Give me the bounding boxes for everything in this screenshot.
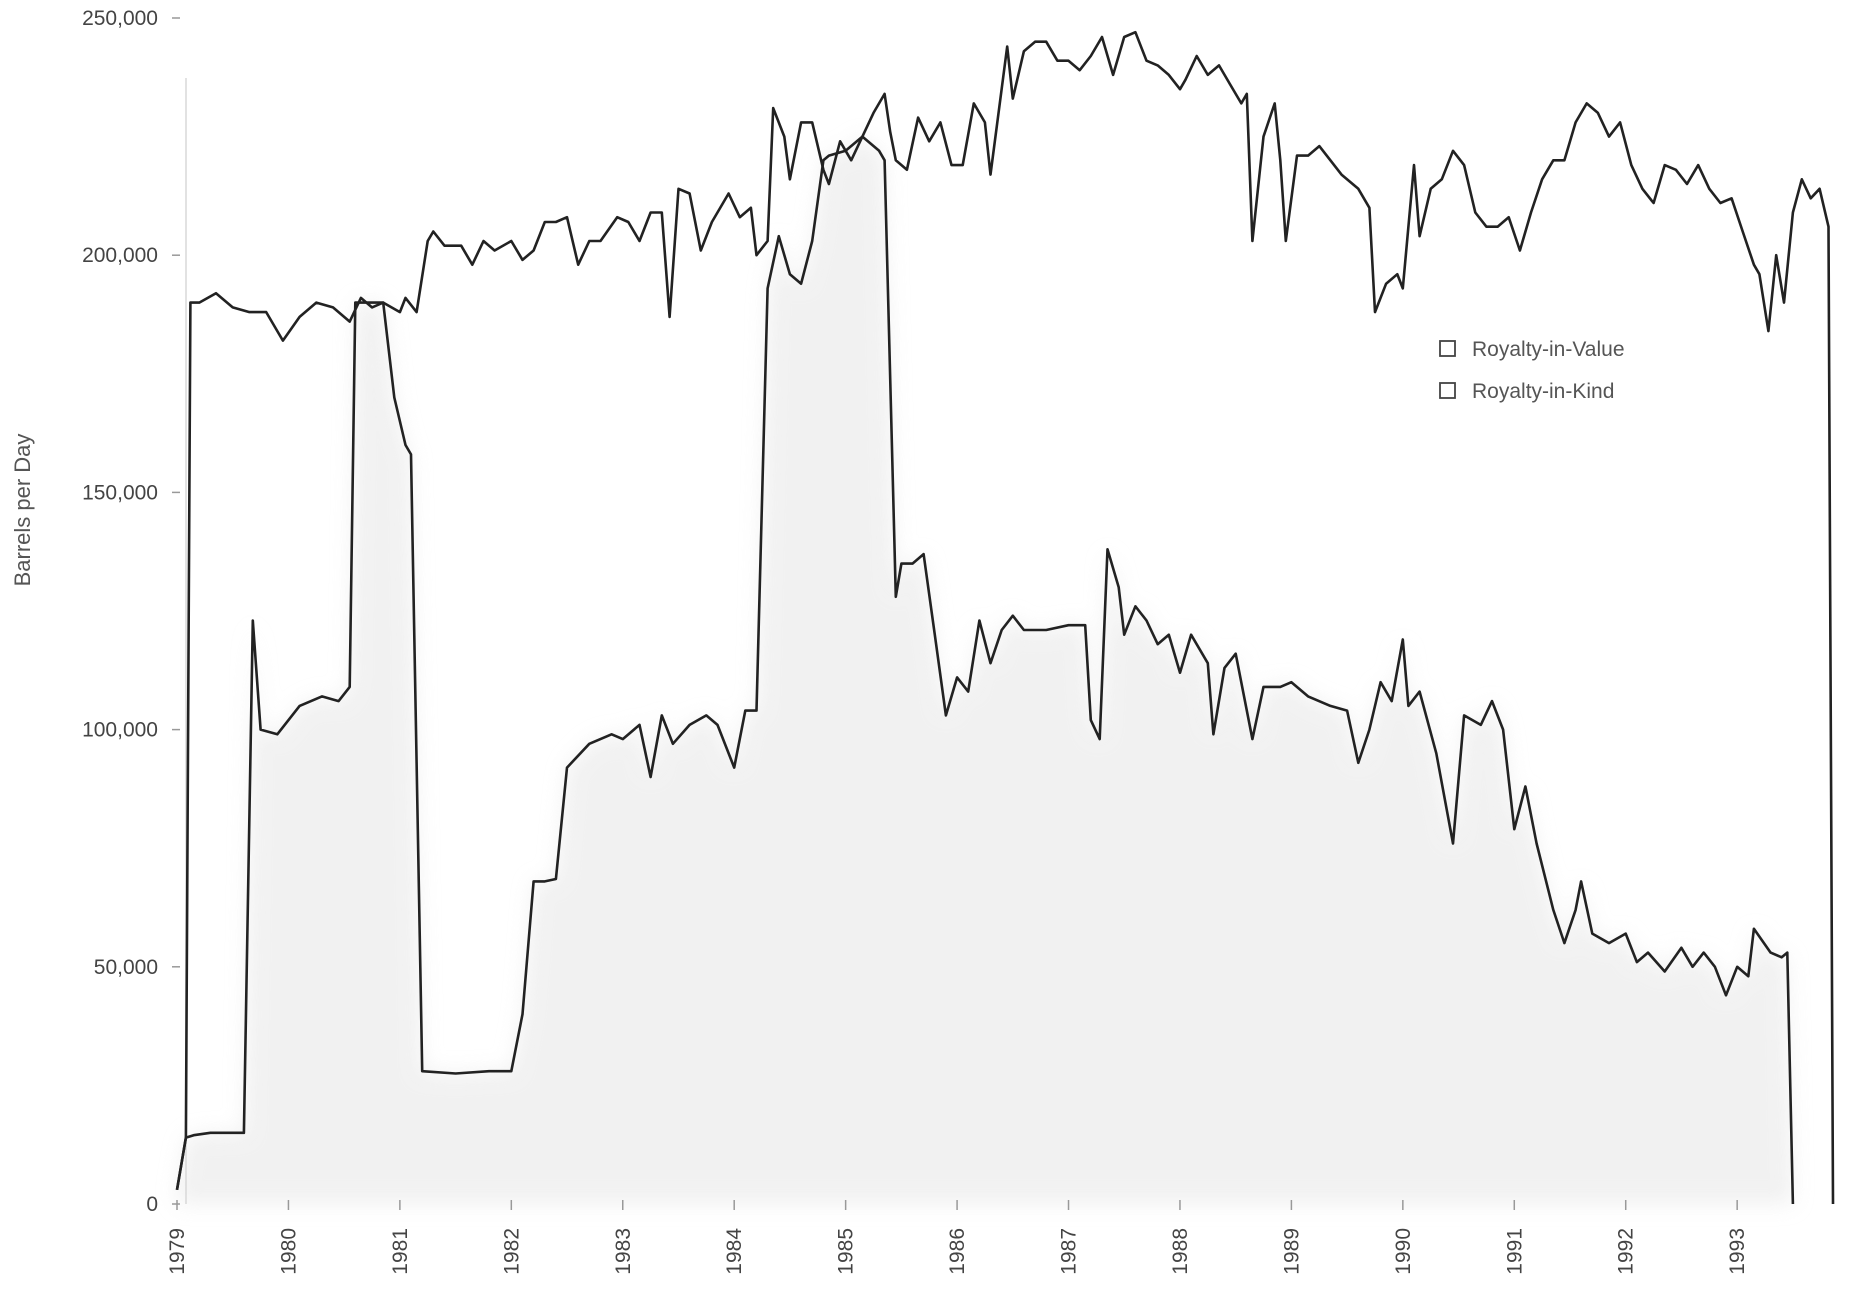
x-tick-label: 1983 [612,1228,635,1275]
x-tick-label: 1980 [277,1228,300,1275]
royalty-in-kind-legend-swatch [1439,382,1456,399]
y-tick-label: 200,000 [82,244,158,267]
x-tick-label: 1990 [1392,1228,1415,1275]
series-layer [175,30,1835,1205]
y-axis-title: Barrels per Day [10,434,35,587]
royalty-in-value-line [175,135,1795,1205]
x-tick-label: 1979 [166,1228,189,1275]
x-tick-label: 1986 [946,1228,969,1275]
y-axis: 0 50,000 100,000 150,000 200,000 250,000 [82,7,187,1216]
x-tick-label: 1987 [1058,1228,1081,1275]
area-layer [177,136,1793,1205]
royalty-in-value-area [177,136,1793,1205]
x-tick-label: 1993 [1726,1228,1749,1275]
y-tick-label: 0 [146,1193,158,1216]
x-tick-label: 1984 [723,1228,746,1275]
y-tick-label: 100,000 [82,719,158,742]
royalty-in-value-legend-swatch [1439,340,1456,357]
y-tick-label: 250,000 [82,7,158,30]
y-tick-label: 150,000 [82,481,158,504]
x-tick-label: 1991 [1503,1228,1526,1275]
x-tick-label: 1992 [1615,1228,1638,1275]
x-tick-label: 1982 [500,1228,523,1275]
royalty-in-kind-line [175,30,1835,1205]
x-tick-label: 1989 [1280,1228,1303,1275]
x-axis: 1979 1980 1981 1982 1983 1984 1985 1986 1987 1988… [166,1200,1749,1275]
royalty-in-kind-legend-label: Royalty-in-Kind [1472,380,1614,403]
royalty-in-value-legend-label: Royalty-in-Value [1472,338,1625,361]
x-tick-label: 1985 [835,1228,858,1275]
legend: Royalty-in-Value Royalty-in-Kind [1439,338,1625,403]
y-tick-label: 50,000 [94,956,158,979]
x-tick-label: 1981 [389,1228,412,1275]
x-tick-label: 1988 [1169,1228,1192,1275]
